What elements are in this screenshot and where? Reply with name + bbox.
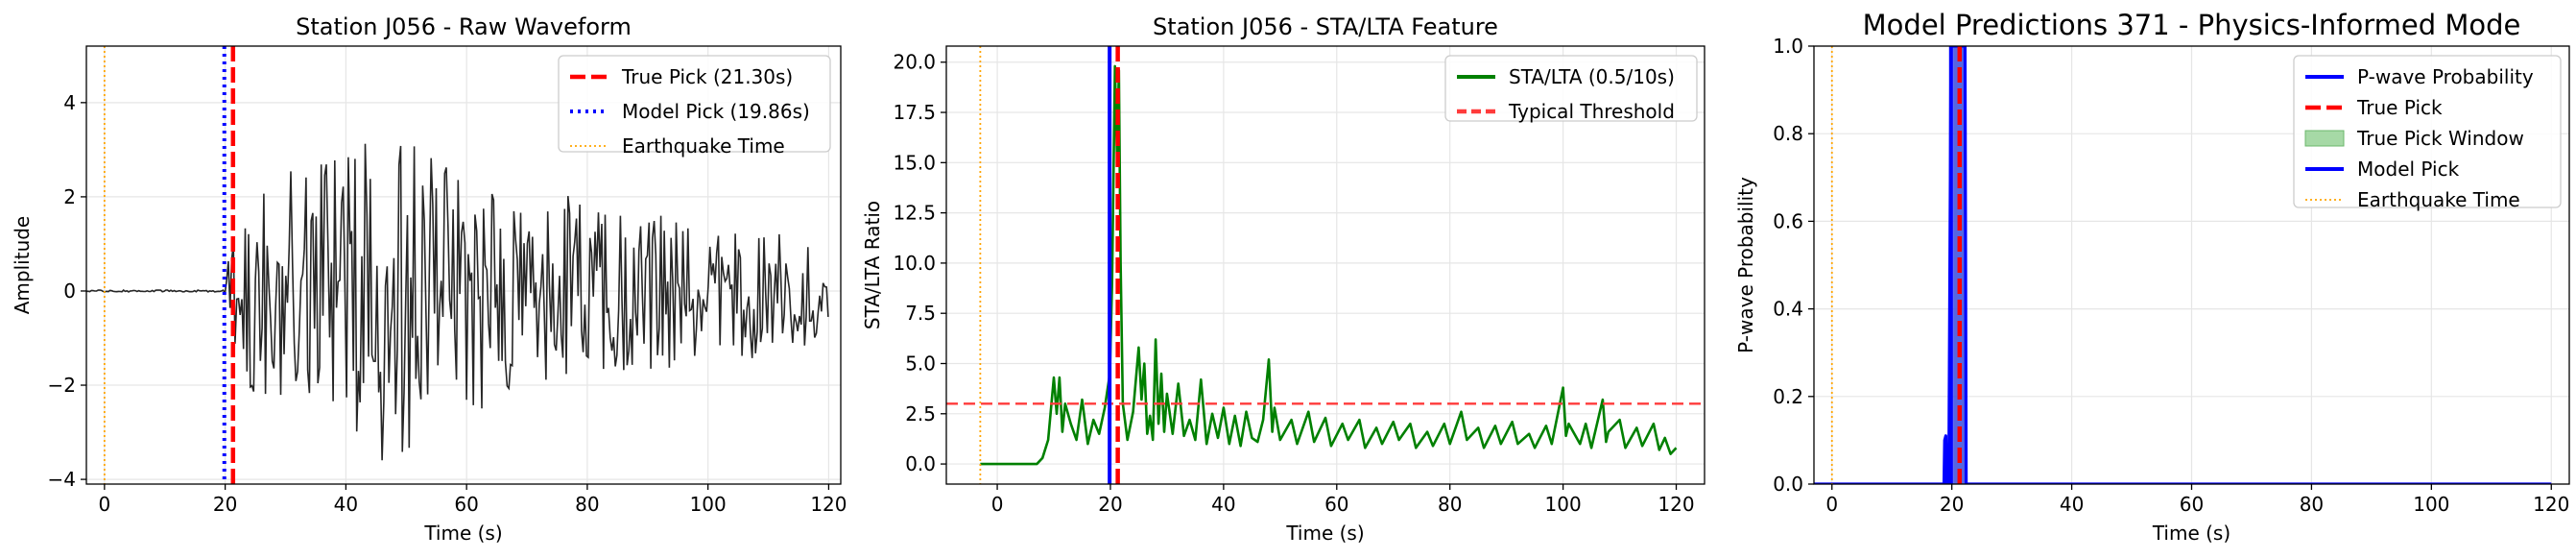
panel-raw-waveform: 0 20 40 60 80 100 120 −4 −2 0 2 4 Station J056 - Raw… (11, 13, 847, 545)
plot-area (946, 46, 1705, 484)
y-tick-label: 0.2 (1773, 385, 1803, 408)
x-tick-label: 80 (2300, 493, 2324, 516)
x-tick-label: 80 (575, 493, 599, 516)
y-tick-label: 1.0 (1773, 35, 1803, 58)
y-axis-label: P-wave Probability (1734, 177, 1757, 353)
legend-swatch (2304, 130, 2345, 147)
y-tick-label: 17.5 (893, 101, 936, 124)
legend-box (2293, 55, 2562, 208)
legend-label: Model Pick (19.86s) (622, 100, 810, 123)
x-tick-label: 100 (2413, 493, 2449, 516)
x-tick-label: 0 (1825, 493, 1838, 516)
legend: P-wave Probability True Pick True Pick Win… (2293, 55, 2562, 211)
chart-title: Model Predictions 371 - Physics-Informed… (1863, 9, 2521, 41)
panel-sta-lta: 0 20 40 60 80 100 120 0.0 2.5 5.0 7.5 10.0 12.5 15.0 1… (861, 13, 1705, 545)
legend-label: True Pick Window (2356, 127, 2524, 150)
plot-area (1814, 46, 2552, 484)
x-tick-label: 0 (98, 493, 110, 516)
x-tick-label: 100 (690, 493, 727, 516)
y-tick-label: 2 (63, 185, 76, 208)
x-tick-label: 40 (1211, 493, 1235, 516)
y-tick-label: −2 (48, 374, 76, 397)
x-tick-label: 40 (2060, 493, 2084, 516)
panel-model-predictions: 0 20 40 60 80 100 120 0.0 0.2 0.4 0.6 0.8 1.0 Model P… (1734, 9, 2570, 545)
y-tick-label: 0.6 (1773, 209, 1803, 232)
x-tick-label: 20 (1098, 493, 1122, 516)
y-tick-label: 12.5 (893, 202, 936, 225)
x-tick-label: 60 (1324, 493, 1348, 516)
legend-box (1444, 55, 1698, 122)
x-axis-label: Time (s) (2152, 522, 2230, 545)
axes-frame (945, 45, 1705, 485)
legend-label: Model Pick (2357, 158, 2460, 181)
sta-lta-line (980, 64, 1678, 466)
y-axis-label: STA/LTA Ratio (861, 201, 884, 329)
x-tick-label: 100 (1545, 493, 1582, 516)
legend-label: True Pick (2356, 96, 2443, 119)
y-tick-label: 0 (63, 280, 76, 303)
x-tick-label: 80 (1438, 493, 1462, 516)
y-tick-label: 5.0 (905, 352, 936, 375)
y-tick-label: 0.0 (1773, 473, 1803, 496)
x-axis-label: Time (s) (1285, 522, 1364, 545)
y-tick-label: −4 (48, 468, 76, 491)
y-tick-label: 4 (63, 91, 76, 114)
y-tick-label: 15.0 (893, 151, 936, 174)
legend: True Pick (21.30s) Model Pick (19.86s) Ear… (558, 55, 831, 158)
x-tick-label: 60 (454, 493, 478, 516)
chart-title: Station J056 - STA/LTA Feature (1153, 13, 1498, 40)
legend-label: Earthquake Time (2357, 188, 2520, 211)
x-tick-label: 0 (991, 493, 1004, 516)
axes-frame (85, 45, 842, 485)
y-tick-label: 20.0 (893, 51, 936, 74)
x-tick-label: 20 (1940, 493, 1964, 516)
y-tick-label: 7.5 (905, 302, 936, 325)
legend-label: STA/LTA (0.5/10s) (1509, 65, 1675, 88)
y-axis-label: Amplitude (11, 216, 34, 315)
y-tick-label: 0.8 (1773, 122, 1803, 145)
x-tick-label: 120 (2533, 493, 2569, 516)
legend: STA/LTA (0.5/10s) Typical Threshold (1444, 55, 1698, 123)
y-tick-label: 0.4 (1773, 298, 1803, 321)
x-axis-label: Time (s) (423, 522, 502, 545)
x-tick-label: 40 (334, 493, 358, 516)
legend-label: Typical Threshold (1508, 100, 1675, 123)
x-tick-label: 120 (1658, 493, 1694, 516)
y-tick-label: 0.0 (905, 452, 936, 475)
x-tick-label: 20 (213, 493, 237, 516)
y-tick-label: 10.0 (893, 252, 936, 275)
chart-title: Station J056 - Raw Waveform (296, 13, 632, 40)
y-tick-label: 2.5 (905, 402, 936, 425)
legend-label: True Pick (21.30s) (621, 65, 793, 88)
x-tick-label: 120 (810, 493, 847, 516)
plot-area (86, 46, 829, 484)
legend-box (558, 55, 831, 153)
legend-label: P-wave Probability (2357, 65, 2534, 88)
x-tick-label: 60 (2180, 493, 2204, 516)
legend-label: Earthquake Time (622, 134, 785, 158)
waveform-line (86, 143, 829, 461)
